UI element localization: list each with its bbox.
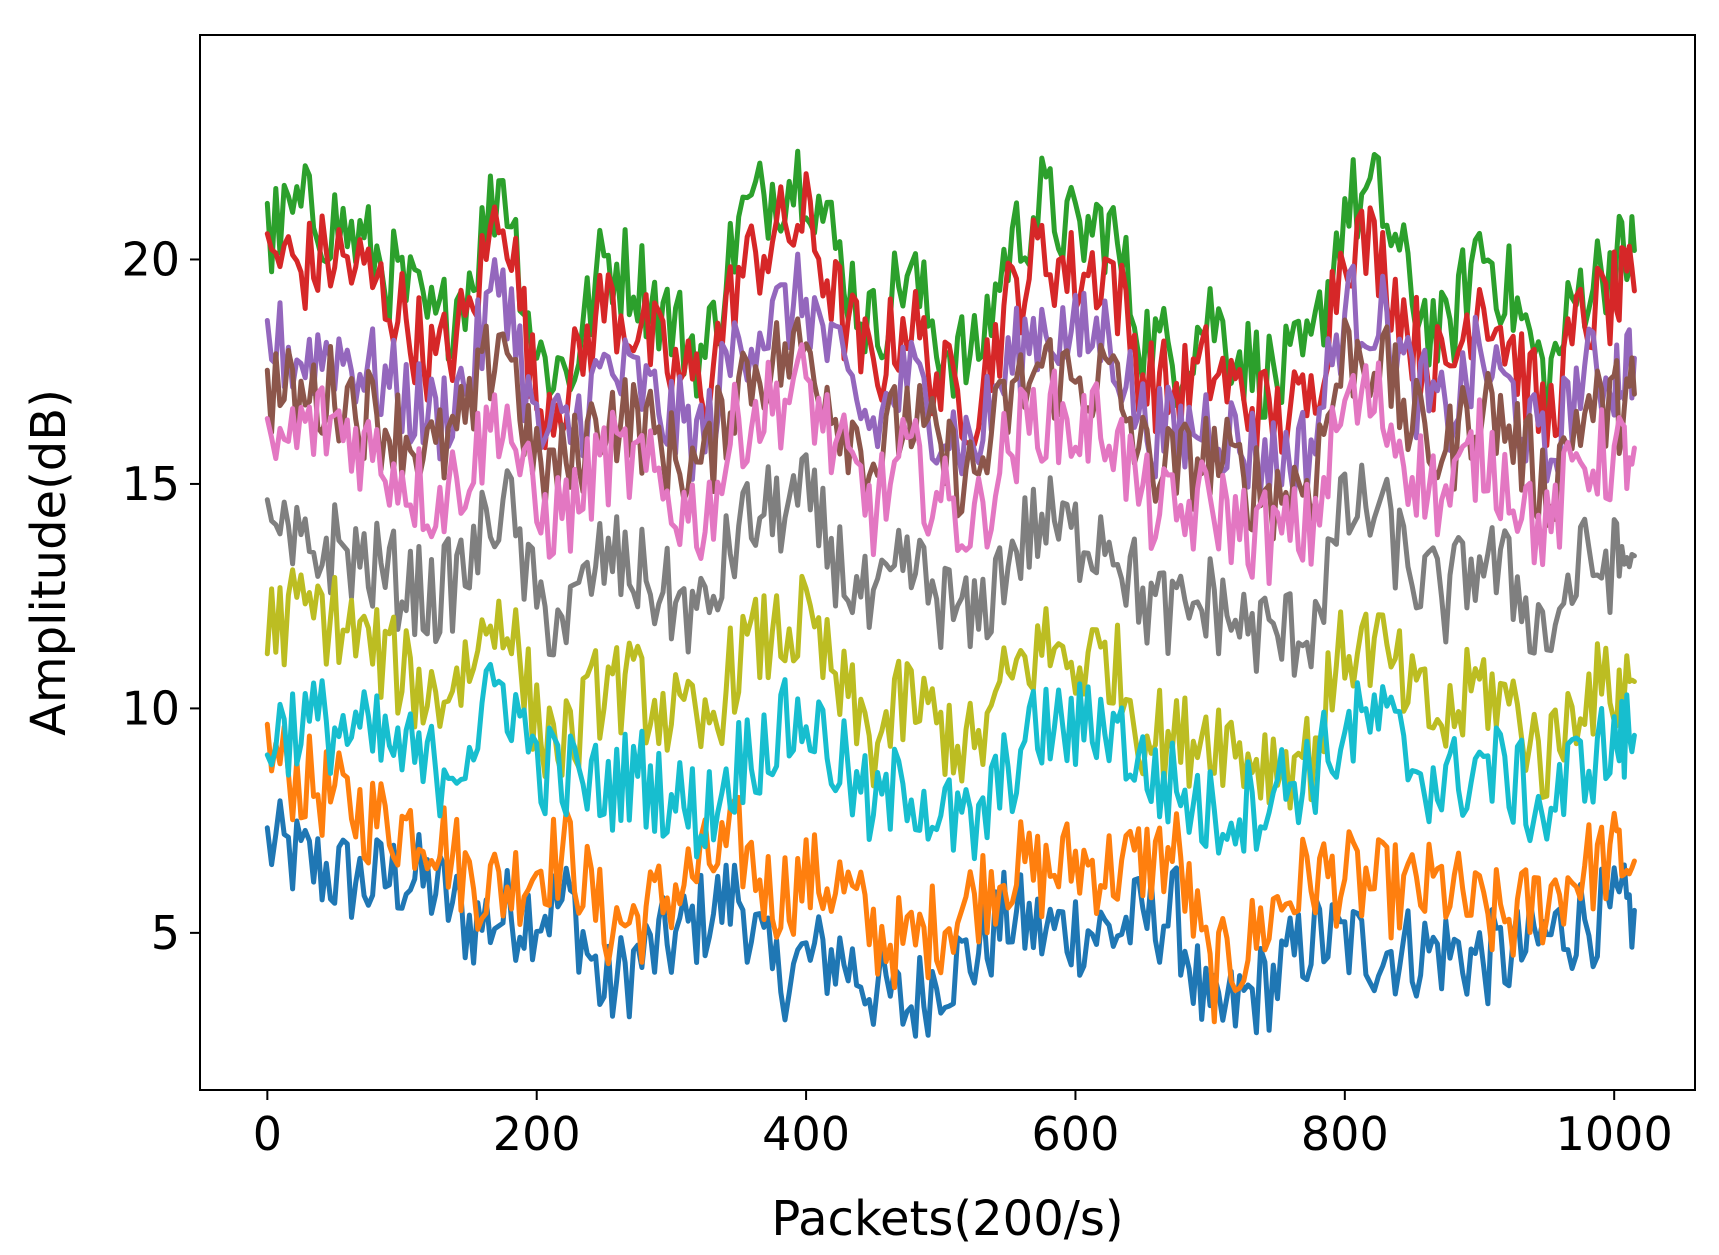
series-line-6 bbox=[264, 316, 1637, 542]
plot-lines bbox=[264, 148, 1637, 1039]
x-tick-label: 200 bbox=[493, 1107, 581, 1161]
y-tick-label: 20 bbox=[121, 232, 180, 286]
series-line-2 bbox=[264, 721, 1637, 1025]
series-line-8 bbox=[264, 452, 1637, 678]
y-axis-ticks: 5 10 15 20 bbox=[121, 232, 200, 960]
series-line-10 bbox=[264, 661, 1637, 862]
plot-frame bbox=[199, 34, 1696, 1091]
x-tick-label: 800 bbox=[1301, 1107, 1389, 1161]
x-axis-ticks: 0 200 400 600 800 1000 bbox=[253, 1090, 1673, 1161]
x-axis-label: Packets(200/s) bbox=[771, 1191, 1123, 1247]
y-tick-label: 15 bbox=[121, 457, 180, 511]
y-axis-label: Amplitude(dB) bbox=[21, 389, 77, 736]
x-tick-label: 600 bbox=[1032, 1107, 1120, 1161]
series-line-4 bbox=[264, 171, 1637, 456]
y-tick-label: 5 bbox=[151, 906, 180, 960]
x-tick-label: 0 bbox=[253, 1107, 282, 1161]
series-line-7 bbox=[264, 342, 1637, 586]
x-tick-label: 400 bbox=[762, 1107, 850, 1161]
series-line-9 bbox=[264, 567, 1637, 811]
series-line-5 bbox=[264, 251, 1637, 503]
x-tick-label: 1000 bbox=[1556, 1107, 1673, 1161]
y-tick-label: 10 bbox=[121, 681, 180, 735]
